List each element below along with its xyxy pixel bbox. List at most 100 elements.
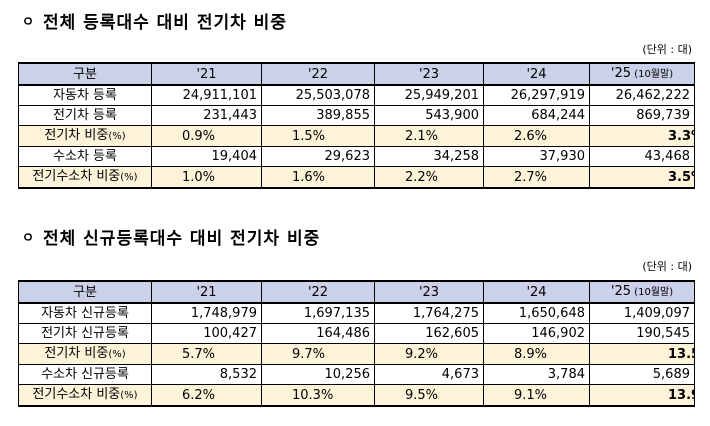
ratio-cell: 1.0%	[151, 166, 262, 189]
registration-table: 구분 '21 '22 '23 '24 '25 (10월말) 자동차 등록 24,911,101…	[18, 62, 695, 189]
bullet-icon: ㅇ	[22, 15, 35, 30]
value-cell: 43,468	[589, 146, 695, 167]
row-label: 전기차 신규등록	[18, 323, 152, 344]
row-label-note: (%)	[108, 131, 126, 142]
header-row: 구분 '21 '22 '23 '24 '25 (10월말)	[18, 62, 695, 86]
row-label-text: 전기차 비중	[44, 128, 109, 143]
bullet-icon: ㅇ	[22, 231, 35, 246]
value-cell: 4,673	[374, 364, 484, 385]
row-label: 수소차 신규등록	[18, 364, 152, 385]
header-label: 구분	[73, 66, 97, 82]
value-cell: 5,689	[589, 364, 695, 385]
header-label: '22	[307, 284, 329, 300]
ratio-cell: 2.7%	[483, 166, 590, 189]
row-label-text: 전기차 신규등록	[41, 326, 129, 341]
table-row: 전기차 등록 231,443 389,855 543,900 684,244 869,73…	[18, 105, 695, 126]
header-year: '21	[151, 280, 262, 304]
value-cell: 25,949,201	[374, 84, 484, 106]
header-label: '25	[610, 284, 631, 299]
header-label: 구분	[73, 284, 97, 300]
value-cell: 164,486	[261, 323, 375, 344]
ratio-cell: 1.6%	[261, 166, 375, 189]
header-label: '24	[526, 284, 547, 300]
value-cell: 3,784	[483, 364, 590, 385]
section-1-title-text: 전체 등록대수 대비 전기차 비중	[42, 13, 287, 33]
header-label: '23	[418, 284, 440, 300]
header-year: '25 (10월말)	[589, 62, 695, 86]
ratio-cell: 5.7%	[151, 343, 262, 365]
row-label-text: 자동차 등록	[53, 88, 117, 103]
section-2-title-text: 전체 신규등록대수 대비 전기차 비중	[42, 229, 321, 249]
header-year: '21	[151, 62, 262, 86]
row-label-text: 전기수소차 비중	[32, 169, 121, 184]
row-label-text: 전기차 비중	[44, 346, 109, 361]
row-label-text: 수소차 등록	[53, 149, 117, 164]
ratio-cell: 10.3%	[261, 384, 375, 407]
ratio-cell: 2.6%	[483, 125, 590, 147]
value-cell: 1,650,648	[483, 302, 590, 324]
row-label: 전기수소차 비중(%)	[18, 384, 152, 407]
value-cell: 34,258	[374, 146, 484, 167]
header-label: '22	[307, 66, 329, 82]
header-year: '24	[483, 62, 590, 86]
value-cell: 1,764,275	[374, 302, 484, 324]
value-cell: 869,739	[589, 105, 695, 126]
ratio-cell: 8.9%	[483, 343, 590, 365]
value-cell: 26,297,919	[483, 84, 590, 106]
header-year: '24	[483, 280, 590, 304]
value-cell: 8,532	[151, 364, 262, 385]
header-year: '22	[261, 62, 375, 86]
ratio-cell: 0.9%	[151, 125, 262, 147]
value-cell: 19,404	[151, 146, 262, 167]
ratio-cell: 6.2%	[151, 384, 262, 407]
ratio-cell: 2.2%	[374, 166, 484, 189]
ratio-cell: 9.5%	[374, 384, 484, 407]
unit-label-1: (단위 : 대)	[642, 43, 692, 56]
row-label: 자동차 신규등록	[18, 302, 152, 324]
table-row: 전기차 비중(%)5.7%9.7%9.2%8.9%13.5%	[18, 343, 695, 365]
header-category: 구분	[18, 280, 152, 304]
header-note: (10월말)	[631, 287, 674, 298]
value-cell: 24,911,101	[151, 84, 262, 106]
ratio-cell: 13.5%	[589, 343, 695, 365]
section-1-title: ㅇ 전체 등록대수 대비 전기차 비중	[22, 8, 287, 33]
table-row: 수소차 신규등록 8,532 10,256 4,673 3,784 5,689	[18, 364, 695, 385]
section-2-title: ㅇ 전체 신규등록대수 대비 전기차 비중	[22, 224, 320, 249]
unit-label-2: (단위 : 대)	[642, 260, 692, 273]
header-category: 구분	[18, 62, 152, 86]
ratio-cell: 1.5%	[261, 125, 375, 147]
row-label: 전기수소차 비중(%)	[18, 166, 152, 189]
value-cell: 1,409,097	[589, 302, 695, 324]
row-label-note: (%)	[120, 172, 138, 183]
row-label-text: 자동차 신규등록	[41, 306, 129, 321]
ratio-cell: 3.3%	[589, 125, 695, 147]
header-year: '23	[374, 62, 484, 86]
table-row: 전기차 신규등록 100,427 164,486 162,605 146,902 190,…	[18, 323, 695, 344]
row-label: 전기차 비중(%)	[18, 343, 152, 365]
value-cell: 26,462,222	[589, 84, 695, 106]
header-row: 구분 '21 '22 '23 '24 '25 (10월말)	[18, 280, 695, 304]
value-cell: 389,855	[261, 105, 375, 126]
header-note: (10월말)	[631, 69, 674, 80]
value-cell: 1,748,979	[151, 302, 262, 324]
table-row: 전기차 비중(%)0.9%1.5%2.1%2.6%3.3%	[18, 125, 695, 147]
value-cell: 231,443	[151, 105, 262, 126]
row-label: 전기차 등록	[18, 105, 152, 126]
header-label: '21	[196, 284, 217, 300]
row-label: 자동차 등록	[18, 84, 152, 106]
header-label: '21	[196, 66, 217, 82]
value-cell: 190,545	[589, 323, 695, 344]
row-label-text: 전기차 등록	[53, 108, 117, 123]
ratio-cell: 13.9%	[589, 384, 695, 407]
row-label-text: 수소차 신규등록	[41, 367, 129, 382]
ratio-cell: 3.5%	[589, 166, 695, 189]
value-cell: 543,900	[374, 105, 484, 126]
value-cell: 684,244	[483, 105, 590, 126]
value-cell: 10,256	[261, 364, 375, 385]
table-row: 전기수소차 비중(%)6.2%10.3%9.5%9.1%13.9%	[18, 384, 695, 407]
header-year: '23	[374, 280, 484, 304]
ratio-cell: 9.7%	[261, 343, 375, 365]
header-label: '23	[418, 66, 440, 82]
table-row: 전기수소차 비중(%)1.0%1.6%2.2%2.7%3.5%	[18, 166, 695, 189]
table-row: 수소차 등록 19,404 29,623 34,258 37,930 43,468	[18, 146, 695, 167]
